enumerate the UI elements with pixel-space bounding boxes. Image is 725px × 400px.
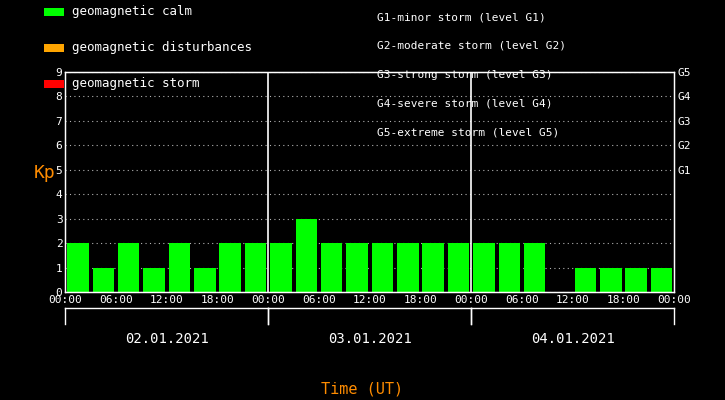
Text: 04.01.2021: 04.01.2021	[531, 332, 615, 346]
Text: G4-severe storm (level G4): G4-severe storm (level G4)	[377, 98, 552, 108]
Text: geomagnetic disturbances: geomagnetic disturbances	[72, 42, 252, 54]
Bar	[144, 268, 165, 292]
Bar	[296, 219, 317, 292]
Text: geomagnetic calm: geomagnetic calm	[72, 6, 193, 18]
Bar	[448, 243, 469, 292]
Bar	[397, 243, 418, 292]
Text: G2-moderate storm (level G2): G2-moderate storm (level G2)	[377, 41, 566, 51]
Text: 03.01.2021: 03.01.2021	[328, 332, 412, 346]
Bar	[245, 243, 266, 292]
Bar	[67, 243, 88, 292]
Bar	[423, 243, 444, 292]
Bar	[473, 243, 494, 292]
Bar	[347, 243, 368, 292]
Bar	[169, 243, 190, 292]
Text: G1-minor storm (level G1): G1-minor storm (level G1)	[377, 12, 546, 22]
Text: Time (UT): Time (UT)	[321, 381, 404, 396]
Bar	[372, 243, 393, 292]
Text: G3-strong storm (level G3): G3-strong storm (level G3)	[377, 70, 552, 80]
Bar	[651, 268, 672, 292]
Bar	[499, 243, 520, 292]
Bar	[220, 243, 241, 292]
Bar	[321, 243, 342, 292]
Bar	[270, 243, 291, 292]
Text: G5-extreme storm (level G5): G5-extreme storm (level G5)	[377, 127, 559, 137]
Bar	[600, 268, 621, 292]
Bar	[626, 268, 647, 292]
Bar	[194, 268, 215, 292]
Bar	[524, 243, 545, 292]
Y-axis label: Kp: Kp	[34, 164, 56, 182]
Bar	[93, 268, 114, 292]
Bar	[118, 243, 139, 292]
Bar	[575, 268, 596, 292]
Text: 02.01.2021: 02.01.2021	[125, 332, 209, 346]
Text: geomagnetic storm: geomagnetic storm	[72, 78, 200, 90]
